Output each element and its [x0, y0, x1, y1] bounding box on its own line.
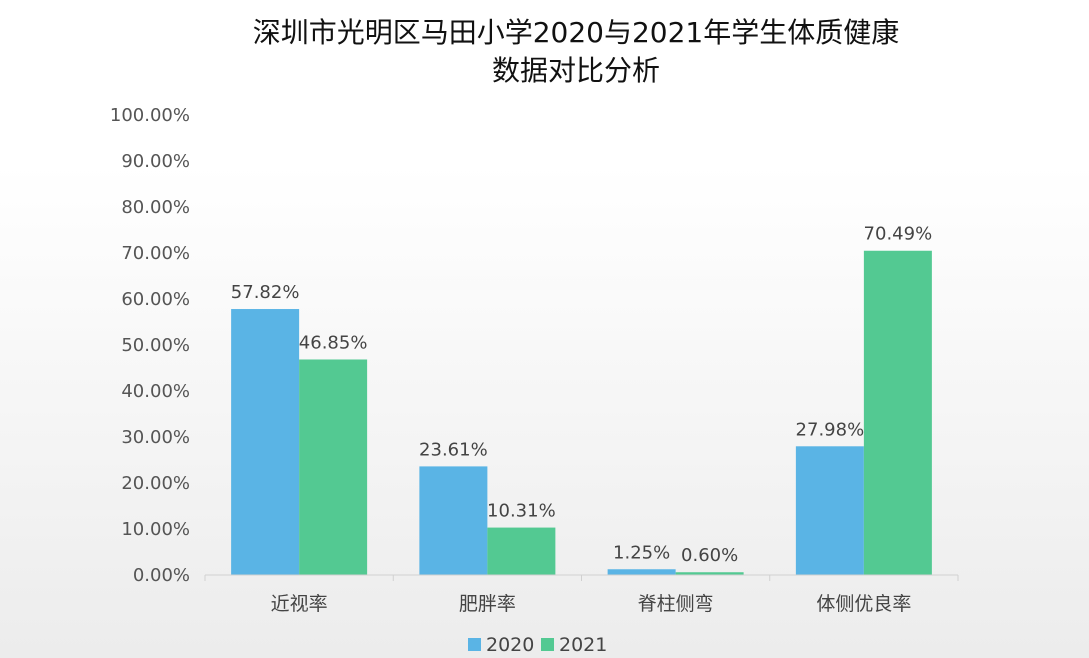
data-label-2021: 10.31%: [487, 501, 556, 522]
bars-group: [231, 250, 932, 575]
legend: 2020 2021: [468, 634, 607, 656]
y-tick-label: 90.00%: [121, 151, 190, 172]
data-label-2020: 27.98%: [796, 419, 865, 440]
category-label: 体侧优良率: [816, 593, 911, 615]
y-tick-label: 40.00%: [121, 381, 190, 402]
y-tick-label: 80.00%: [121, 197, 190, 218]
y-tick-label: 20.00%: [121, 473, 190, 494]
y-tick-label: 70.00%: [121, 243, 190, 264]
data-label-2021: 46.85%: [299, 332, 368, 353]
bar-2020: [231, 309, 300, 575]
data-label-2020: 23.61%: [419, 439, 488, 460]
chart-title-line-1: 深圳市光明区马田小学2020与2021年学生体质健康: [253, 16, 900, 49]
chart-title-line-2: 数据对比分析: [492, 54, 660, 87]
bar-2021: [675, 572, 744, 575]
legend-label-2020: 2020: [486, 634, 534, 656]
x-axis: 近视率 肥胖率 脊柱侧弯 体侧优良率: [204, 574, 959, 615]
bar-2021: [487, 527, 556, 575]
y-axis: 0.00% 10.00% 20.00% 30.00% 40.00% 50.00% 60.00…: [110, 105, 190, 586]
y-tick-label: 50.00%: [121, 335, 190, 356]
chart-title: 深圳市光明区马田小学2020与2021年学生体质健康 数据对比分析: [253, 16, 900, 87]
y-tick-label: 0.00%: [133, 565, 190, 586]
data-labels-group: 57.82% 23.61% 1.25% 27.98% 46.85% 10.31% 0.60%…: [231, 224, 932, 566]
bar-2020: [795, 446, 864, 575]
y-tick-label: 100.00%: [110, 105, 190, 126]
legend-swatch-2020: [468, 638, 481, 651]
category-label: 脊柱侧弯: [638, 593, 714, 615]
bar-2021: [299, 359, 368, 575]
legend-label-2021: 2021: [559, 634, 607, 656]
category-label: 肥胖率: [459, 593, 516, 615]
category-label: 近视率: [271, 593, 328, 615]
data-label-2021: 0.60%: [681, 545, 738, 566]
bar-2020: [607, 569, 676, 575]
data-label-2020: 57.82%: [231, 282, 300, 303]
legend-swatch-2021: [541, 638, 554, 651]
y-tick-label: 30.00%: [121, 427, 190, 448]
bar-2020: [419, 466, 488, 575]
y-tick-label: 60.00%: [121, 289, 190, 310]
data-label-2020: 1.25%: [613, 542, 670, 563]
bar-2021: [863, 250, 932, 575]
y-tick-label: 10.00%: [121, 519, 190, 540]
data-label-2021: 70.49%: [864, 224, 933, 245]
